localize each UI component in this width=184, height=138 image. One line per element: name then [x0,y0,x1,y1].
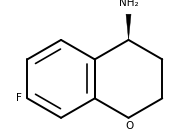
Text: NH₂: NH₂ [119,0,138,8]
Text: F: F [16,93,22,103]
Polygon shape [126,14,131,40]
Text: O: O [126,121,134,131]
